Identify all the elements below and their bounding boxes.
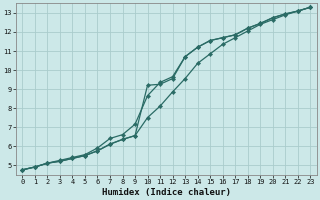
X-axis label: Humidex (Indice chaleur): Humidex (Indice chaleur) xyxy=(102,188,231,197)
